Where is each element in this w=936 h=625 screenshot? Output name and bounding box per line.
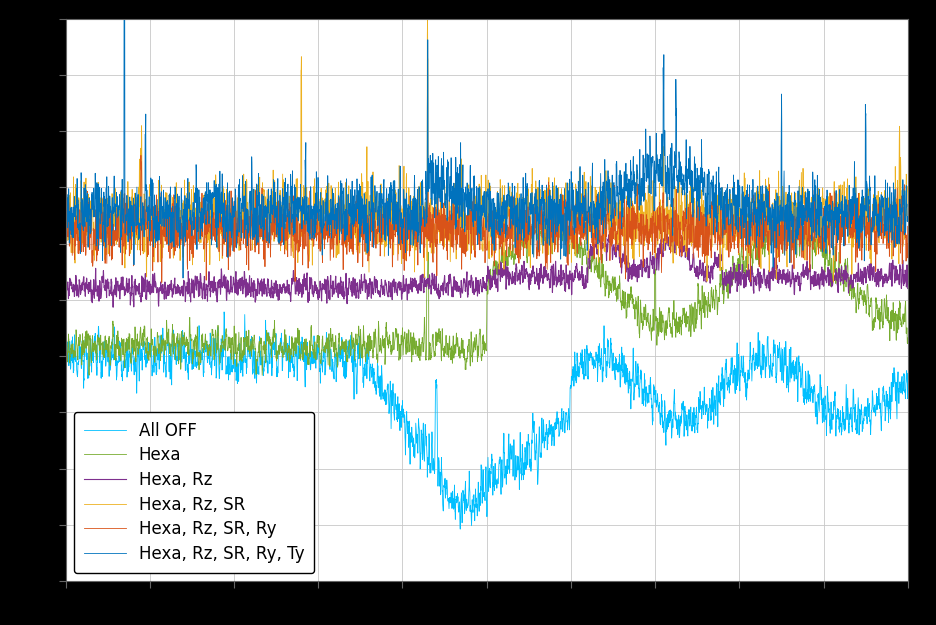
Line: Hexa, Rz, SR, Ry, Ty: Hexa, Rz, SR, Ry, Ty (66, 0, 908, 278)
Hexa, Rz, SR (902, 182, 914, 190)
Line: All OFF: All OFF (66, 312, 908, 529)
Hexa, Rz, SR, Ry (414, 209, 425, 217)
Line: Hexa, Rz: Hexa, Rz (66, 231, 908, 308)
Hexa, Rz, SR, Ry (461, 231, 472, 239)
Hexa, Rz, SR (828, 278, 840, 286)
Hexa (902, 334, 914, 342)
All OFF (455, 526, 466, 533)
Hexa (835, 272, 846, 280)
Hexa, Rz, SR (422, 16, 433, 23)
Hexa (461, 366, 472, 373)
Line: Hexa, Rz, SR: Hexa, Rz, SR (66, 19, 908, 282)
Hexa, Rz, SR, Ry, Ty (877, 192, 888, 200)
Hexa, Rz, SR, Ry (877, 216, 888, 223)
All OFF (218, 308, 229, 316)
Hexa, Rz (461, 282, 472, 290)
All OFF (60, 322, 71, 329)
Hexa, Rz, SR (672, 210, 683, 217)
Legend: All OFF, Hexa, Hexa, Rz, Hexa, Rz, SR, Hexa, Rz, SR, Ry, Hexa, Rz, SR, Ry, Ty: All OFF, Hexa, Hexa, Rz, Hexa, Rz, SR, H… (74, 412, 314, 573)
Hexa (782, 201, 793, 209)
Hexa, Rz (60, 292, 71, 299)
Hexa, Rz (108, 304, 119, 311)
Hexa, Rz, SR (60, 234, 71, 241)
Line: Hexa: Hexa (66, 205, 908, 375)
Hexa, Rz (672, 241, 683, 249)
Hexa (672, 318, 683, 326)
All OFF (902, 369, 914, 377)
All OFF (420, 442, 431, 449)
Hexa (420, 352, 431, 360)
All OFF (672, 431, 683, 439)
Hexa, Rz, SR (461, 221, 472, 228)
Hexa, Rz (668, 227, 680, 234)
Hexa, Rz, SR (414, 213, 425, 220)
Hexa, Rz, SR, Ry, Ty (178, 274, 189, 282)
Line: Hexa, Rz, SR, Ry: Hexa, Rz, SR, Ry (66, 156, 908, 282)
Hexa, Rz, SR, Ry, Ty (902, 213, 914, 220)
Hexa, Rz, SR, Ry (835, 228, 846, 236)
Hexa, Rz, SR (877, 204, 888, 211)
Hexa, Rz, SR, Ry, Ty (421, 189, 432, 197)
All OFF (877, 397, 888, 404)
All OFF (461, 505, 472, 512)
Hexa, Rz, SR, Ry (60, 256, 71, 264)
Hexa, Rz, SR, Ry, Ty (414, 201, 425, 208)
Hexa, Rz, SR, Ry (136, 152, 147, 159)
Hexa (877, 311, 888, 319)
Hexa, Rz (835, 278, 846, 286)
Hexa, Rz (902, 285, 914, 292)
Hexa, Rz, SR, Ry (902, 222, 914, 230)
Hexa (414, 351, 425, 358)
Hexa, Rz (420, 279, 431, 286)
Hexa, Rz, SR, Ry, Ty (60, 253, 71, 260)
Hexa, Rz, SR, Ry (421, 197, 432, 204)
Hexa, Rz, SR, Ry, Ty (461, 191, 472, 198)
Hexa, Rz, SR, Ry (156, 279, 168, 286)
Hexa (256, 371, 268, 379)
Hexa (60, 317, 71, 324)
All OFF (414, 433, 425, 441)
Hexa, Rz, SR (835, 184, 846, 192)
Hexa, Rz, SR, Ry, Ty (835, 208, 846, 216)
Hexa, Rz (414, 286, 425, 294)
Hexa, Rz (877, 274, 888, 281)
Hexa, Rz, SR, Ry, Ty (672, 171, 683, 179)
Hexa, Rz, SR, Ry (672, 226, 683, 234)
Hexa, Rz, SR (420, 227, 431, 234)
All OFF (835, 407, 846, 414)
